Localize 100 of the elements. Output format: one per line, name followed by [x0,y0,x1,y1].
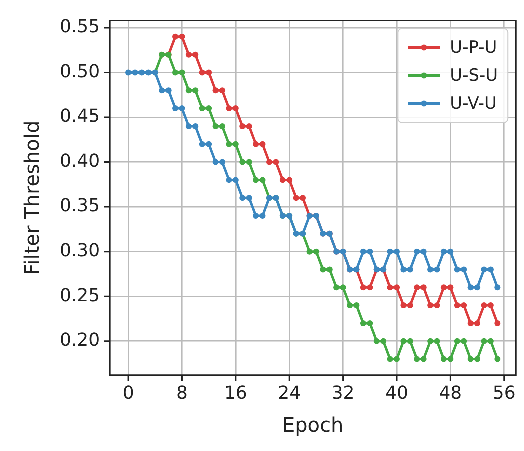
point [232,141,239,148]
point [474,356,481,362]
point [434,338,440,344]
point [306,248,313,255]
x-tick-label: 0 [122,382,134,404]
point [400,266,407,273]
point [219,88,226,94]
point [340,284,346,291]
legend-label: U-V-U [450,94,497,114]
point [226,177,232,184]
point [138,70,145,76]
point [126,70,132,76]
point [212,159,219,166]
point [273,159,280,166]
y-tick-label: 0.55 [60,16,100,38]
point [226,141,232,148]
point [199,70,206,76]
point [240,195,246,202]
point [159,88,166,94]
point [394,248,400,255]
point [166,88,172,94]
point [246,159,252,166]
point [434,266,440,273]
point [360,248,366,255]
point [481,266,488,273]
point [474,320,481,326]
point [186,123,192,130]
point [179,34,186,40]
point [448,248,454,255]
point [192,88,199,94]
x-axis-title: Epoch [282,413,344,438]
point [474,284,481,291]
y-tick-label: 0.25 [60,285,100,306]
point [428,338,434,344]
point [468,320,474,326]
point [414,356,420,362]
point [260,141,266,148]
x-tick-label: 56 [492,382,516,404]
point [420,284,427,291]
legend-label: U-P-U [450,38,498,58]
point [380,338,387,344]
point [394,284,400,291]
y-tick-label: 0.50 [60,61,100,82]
x-tick-label: 32 [332,382,355,404]
legend-label: U-S-U [450,66,498,86]
x-tick-label: 48 [439,382,462,404]
x-tick-label: 40 [386,382,408,404]
point [334,284,340,291]
y-tick-label: 0.45 [60,106,100,128]
point [367,248,374,255]
point [394,356,400,362]
point [179,106,186,112]
point [407,266,414,273]
y-tick-label: 0.20 [60,330,100,352]
y-tick-label: 0.30 [60,240,100,262]
point [448,284,454,291]
point [179,70,186,76]
point [232,177,239,184]
point [461,338,468,344]
point [206,70,212,76]
point [246,123,252,130]
point [320,266,326,273]
point [414,248,420,255]
point [440,248,447,255]
point [440,284,447,291]
point [454,338,460,344]
point [488,338,494,344]
point [212,88,219,94]
point [420,356,427,362]
point [206,141,212,148]
point [374,338,380,344]
point [313,248,320,255]
point [300,195,306,202]
point [286,177,293,184]
point [199,141,206,148]
point [132,70,138,76]
point [400,302,407,309]
point [420,248,427,255]
point [494,320,501,326]
point [186,52,192,58]
point [461,302,468,309]
point [481,302,488,309]
point [172,70,179,76]
point [454,302,460,309]
x-tick-label: 8 [176,382,188,404]
point [172,34,179,40]
x-tick-label: 24 [278,382,302,404]
point [448,356,454,362]
point [240,123,246,130]
point [280,177,286,184]
point [293,195,300,202]
point [407,338,414,344]
point [212,123,219,130]
x-tick-label: 16 [224,382,248,404]
point [246,195,252,202]
point [219,123,226,130]
point [206,106,212,112]
point [468,356,474,362]
point [428,266,434,273]
point [326,266,333,273]
